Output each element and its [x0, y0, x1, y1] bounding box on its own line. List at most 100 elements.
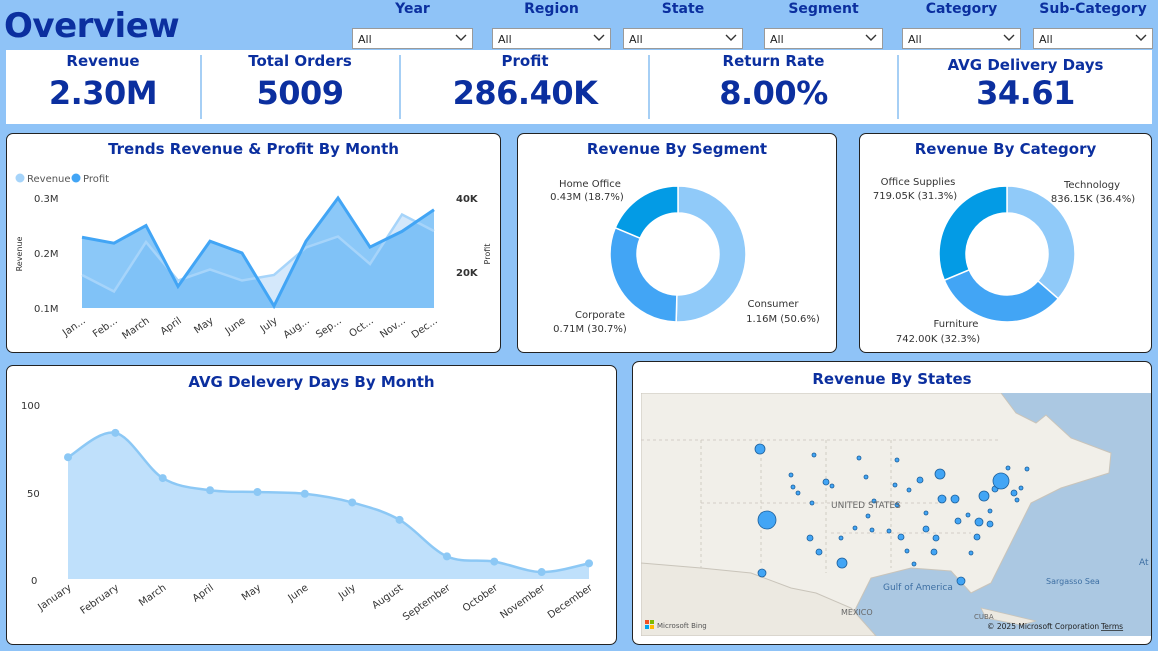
state-bubble[interactable] — [950, 494, 960, 504]
state-bubble[interactable] — [863, 474, 869, 480]
state-bubble[interactable] — [987, 508, 993, 514]
state-bubble[interactable] — [1014, 497, 1020, 503]
year-dropdown[interactable]: All — [352, 28, 473, 49]
donut-slice-office-supplies[interactable] — [938, 185, 1008, 282]
state-bubble[interactable] — [897, 533, 905, 541]
x-tick: May — [192, 315, 215, 336]
map-borders — [641, 439, 1001, 573]
donut-slice-furniture[interactable] — [943, 268, 1060, 323]
x-tick: Nov... — [378, 315, 407, 340]
state-bubble[interactable] — [974, 517, 984, 527]
state-bubble[interactable] — [911, 561, 917, 567]
state-bubble[interactable] — [968, 550, 974, 556]
state-bubble[interactable] — [932, 534, 940, 542]
state-bubble[interactable] — [930, 548, 938, 556]
delivery-point[interactable] — [490, 557, 499, 566]
state-bubble[interactable] — [754, 443, 766, 455]
slicer-state-label: State — [661, 1, 705, 17]
delivery-point[interactable] — [158, 474, 167, 483]
sub-category-dropdown[interactable]: All — [1033, 28, 1153, 49]
x-tick: February — [78, 582, 121, 616]
state-bubble[interactable] — [986, 520, 994, 528]
state-dropdown[interactable]: All — [623, 28, 743, 49]
segment-chart-card[interactable]: Revenue By Segment Home Office 0.43M (18… — [517, 133, 837, 353]
delivery-point[interactable] — [300, 489, 309, 498]
state-bubble[interactable] — [871, 498, 877, 504]
state-bubble[interactable] — [954, 517, 962, 525]
state-bubble[interactable] — [795, 490, 801, 496]
state-bubble[interactable] — [937, 494, 947, 504]
delivery-point[interactable] — [64, 453, 72, 462]
state-bubble[interactable] — [838, 535, 844, 541]
map-label-cuba: CUBA — [974, 613, 994, 621]
state-bubble[interactable] — [811, 452, 817, 458]
revenue-map[interactable]: UNITED STATES Gulf of America MEXICO Sar… — [641, 393, 1151, 636]
state-bubble[interactable] — [973, 533, 981, 541]
state-bubble[interactable] — [815, 548, 823, 556]
state-dropdown-value: All — [629, 33, 643, 46]
segment-dropdown[interactable]: All — [764, 28, 883, 49]
donut-slice-home-office[interactable] — [614, 185, 679, 240]
state-bubble[interactable] — [836, 557, 848, 569]
state-bubble[interactable] — [788, 472, 794, 478]
state-bubble[interactable] — [1010, 489, 1018, 497]
state-bubble[interactable] — [904, 548, 910, 554]
delivery-point[interactable] — [395, 515, 404, 524]
state-bubble[interactable] — [869, 527, 875, 533]
bing-attribution: Microsoft Bing — [657, 622, 707, 630]
state-bubble[interactable] — [757, 510, 777, 530]
map-card[interactable]: Revenue By States UNITED STATES Gulf of … — [632, 361, 1152, 645]
delivery-point[interactable] — [253, 488, 262, 496]
state-bubble[interactable] — [934, 468, 946, 480]
donut-slice-consumer[interactable] — [675, 185, 747, 323]
state-bubble[interactable] — [965, 512, 971, 518]
segment-dropdown-value: All — [770, 33, 784, 46]
state-bubble[interactable] — [852, 525, 858, 531]
donut-slice-technology[interactable] — [1006, 185, 1076, 300]
delivery-point[interactable] — [348, 498, 357, 507]
x-tick: June — [223, 315, 248, 337]
state-bubble[interactable] — [992, 472, 1010, 490]
kpi-profit: Profit 286.40K — [401, 50, 649, 124]
segment-label-corporate: Corporate — [575, 310, 625, 321]
state-bubble[interactable] — [809, 500, 815, 506]
state-bubble[interactable] — [1018, 485, 1024, 491]
state-bubble[interactable] — [1024, 466, 1030, 472]
x-tick: August — [370, 582, 405, 611]
state-bubble[interactable] — [923, 510, 929, 516]
state-bubble[interactable] — [806, 534, 814, 542]
donut-slice-corporate[interactable] — [609, 226, 678, 323]
map-terms-link[interactable]: Terms — [1100, 622, 1123, 631]
state-bubble[interactable] — [906, 487, 912, 493]
state-bubble[interactable] — [886, 528, 892, 534]
x-tick: Dec... — [410, 315, 440, 341]
state-bubble[interactable] — [1005, 465, 1011, 471]
state-bubble[interactable] — [865, 513, 871, 519]
category-dropdown[interactable]: All — [902, 28, 1021, 49]
delivery-point[interactable] — [537, 568, 546, 577]
delivery-point[interactable] — [442, 552, 451, 561]
state-bubble[interactable] — [894, 457, 900, 463]
state-bubble[interactable] — [916, 476, 924, 484]
state-bubble[interactable] — [894, 502, 900, 508]
bing-logo-icon — [650, 625, 654, 629]
state-bubble[interactable] — [829, 483, 835, 489]
state-bubble[interactable] — [822, 478, 830, 486]
delivery-point[interactable] — [111, 428, 120, 437]
delivery-chart-card[interactable]: AVG Delevery Days By Month 100 50 0 Janu… — [6, 365, 617, 645]
state-bubble[interactable] — [892, 482, 898, 488]
state-bubble[interactable] — [956, 576, 966, 586]
delivery-point[interactable] — [585, 559, 593, 568]
category-chart-card[interactable]: Revenue By Category Office Supplies 719.… — [859, 133, 1152, 353]
trend-chart-card[interactable]: Trends Revenue & Profit By Month Revenue… — [6, 133, 501, 353]
state-bubble[interactable] — [790, 484, 796, 490]
region-dropdown[interactable]: All — [492, 28, 611, 49]
delivery-point[interactable] — [206, 486, 215, 495]
state-bubble[interactable] — [856, 455, 862, 461]
kpi-total-orders: Total Orders 5009 — [202, 50, 398, 124]
state-bubble[interactable] — [922, 525, 930, 533]
state-bubble[interactable] — [757, 568, 767, 578]
state-bubble[interactable] — [978, 490, 990, 502]
map-copyright: © 2025 Microsoft Corporation — [987, 622, 1099, 631]
kpi-bar: Revenue 2.30M Total Orders 5009 Profit 2… — [6, 50, 1152, 124]
